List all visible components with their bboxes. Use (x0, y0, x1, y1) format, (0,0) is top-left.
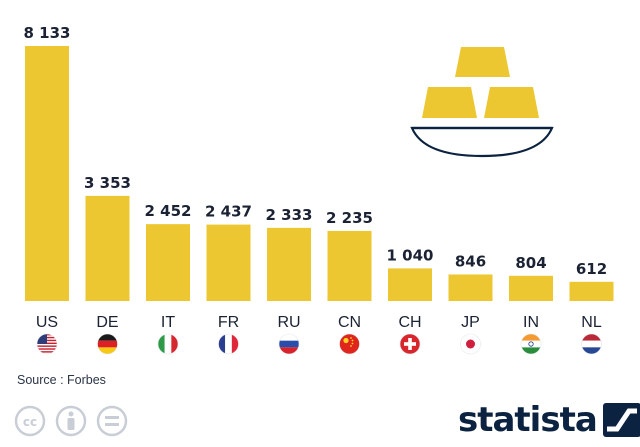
source-note: Source : Forbes (17, 373, 106, 387)
ch-flag-icon (399, 333, 421, 355)
bar-ru (267, 227, 311, 301)
de-flag-icon (97, 333, 118, 355)
value-label-de: 3 353 (84, 174, 131, 192)
bar-jp (448, 274, 493, 301)
in-flag-icon (520, 333, 542, 355)
category-label-ru: RU (277, 314, 300, 331)
fr-flag-icon (218, 333, 239, 355)
value-label-us: 8 133 (24, 24, 71, 42)
bar-us (25, 46, 69, 301)
value-label-jp: 846 (455, 252, 486, 270)
jp-flag-icon (460, 333, 481, 355)
value-labels-group: 8 133 3 353 2 452 2 437 2 333 2 235 1 040 846 80… (24, 24, 608, 278)
value-label-in: 804 (515, 254, 546, 272)
category-label-jp: JP (461, 314, 480, 331)
value-label-cn: 2 235 (326, 209, 373, 227)
value-label-fr: 2 437 (205, 203, 252, 221)
brand-name: statista (458, 400, 598, 440)
statista-brand[interactable]: statista (458, 398, 640, 442)
category-label-ch: CH (398, 314, 421, 331)
attribution-icon[interactable] (55, 405, 87, 437)
bar-fr (206, 224, 251, 301)
category-label-fr: FR (218, 314, 239, 331)
bars-group (25, 46, 614, 301)
category-label-it: IT (161, 314, 175, 331)
category-label-in: IN (523, 314, 539, 331)
category-label-cn: CN (338, 314, 361, 331)
creative-commons-icon[interactable]: cc (14, 405, 46, 437)
nl-flag-icon (581, 333, 602, 355)
flags-group (36, 333, 602, 355)
license-icons: cc (14, 405, 128, 437)
statista-logo-icon (602, 403, 640, 437)
category-label-us: US (36, 314, 58, 331)
category-labels-group: US DE IT FR RU CN CH JP IN NL (36, 314, 602, 331)
bar-nl (569, 281, 614, 301)
it-flag-icon (157, 333, 179, 355)
cn-flag-icon (339, 333, 360, 355)
bar-in (509, 275, 553, 301)
value-label-ru: 2 333 (266, 206, 313, 224)
bar-chart: 8 133 3 353 2 452 2 437 2 333 2 235 1 040 846 80… (24, 24, 614, 355)
value-label-ch: 1 040 (387, 246, 434, 264)
category-label-nl: NL (581, 314, 602, 331)
category-label-de: DE (96, 314, 118, 331)
bar-de (85, 195, 130, 301)
svg-text:cc: cc (23, 415, 37, 429)
value-label-nl: 612 (576, 260, 607, 278)
ru-flag-icon (278, 333, 300, 355)
gold-bars-icon (410, 47, 554, 158)
bar-ch (388, 268, 432, 301)
bar-cn (327, 230, 372, 301)
bar-it (146, 224, 190, 301)
value-label-it: 2 452 (145, 202, 192, 220)
us-flag-icon (36, 333, 58, 355)
no-derivatives-icon[interactable] (96, 405, 128, 437)
